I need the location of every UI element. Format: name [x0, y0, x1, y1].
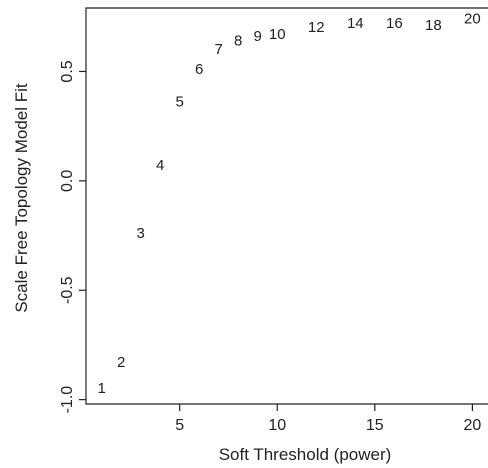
y-tick-label: 0.0: [59, 170, 76, 192]
y-axis-label: Scale Free Topology Model Fit: [12, 83, 31, 313]
x-tick-label: 10: [268, 417, 286, 434]
y-axis-ticks: -1.0 -0.5 0.0 0.5: [59, 60, 86, 413]
data-point: 4: [156, 157, 164, 174]
data-point: 6: [195, 61, 203, 78]
plot-frame: [85, 7, 488, 405]
x-axis-label: Soft Threshold (power): [219, 445, 392, 464]
data-point: 14: [347, 15, 364, 32]
y-tick-label: -1.0: [59, 386, 76, 414]
data-point: 9: [254, 28, 262, 45]
data-point: 20: [464, 10, 481, 27]
data-point: 3: [136, 225, 144, 242]
data-point: 5: [175, 94, 183, 111]
x-axis-ticks: 5 10 15 20: [175, 404, 481, 434]
data-point: 12: [308, 19, 325, 36]
data-point: 7: [215, 41, 223, 58]
data-point: 18: [425, 17, 442, 34]
x-tick-label: 20: [463, 417, 481, 434]
data-point: 2: [117, 354, 125, 371]
data-point: 16: [386, 15, 403, 32]
data-point: 8: [234, 32, 242, 49]
x-tick-label: 15: [366, 417, 384, 434]
x-tick-label: 5: [175, 417, 184, 434]
y-tick-label: 0.5: [59, 60, 76, 82]
data-point: 10: [269, 26, 286, 43]
y-tick-label: -0.5: [59, 276, 76, 304]
data-point: 1: [97, 380, 105, 397]
